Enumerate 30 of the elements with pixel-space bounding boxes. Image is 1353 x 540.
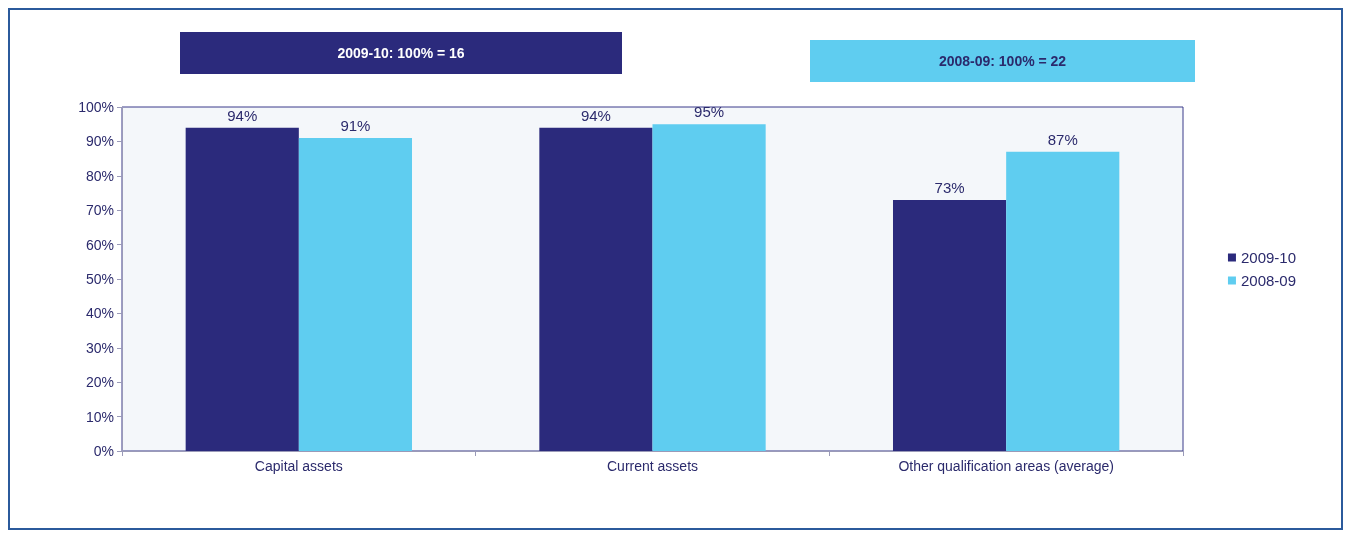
legend-label: 2008-09 — [1240, 272, 1297, 289]
data-label: 95% — [694, 103, 725, 121]
y-tick-label: 100% — [78, 99, 114, 115]
y-tick-label: 50% — [85, 271, 114, 287]
text: 2009-10: 100% = 16 — [337, 45, 465, 61]
data-label: 94% — [227, 106, 258, 124]
y-tick-label: 10% — [85, 408, 114, 425]
x-tick-label: Current assets — [606, 458, 699, 474]
bar — [298, 137, 413, 451]
bar — [1006, 151, 1120, 451]
y-tick-label: 40% — [85, 305, 114, 322]
text: 2008-09: 100% = 22 — [938, 53, 1067, 69]
data-label: 94% — [580, 106, 611, 124]
legend-label: 2009-10 — [1240, 249, 1297, 266]
y-tick-label: 70% — [85, 202, 114, 219]
y-tick-label: 80% — [85, 167, 114, 184]
x-tick-label: Capital assets — [254, 458, 343, 474]
x-tick-label: Other qualification areas (average) — [898, 458, 1114, 474]
data-label: 87% — [1047, 130, 1078, 148]
data-label: 73% — [934, 178, 965, 196]
y-tick-label: 60% — [85, 236, 114, 253]
bar — [892, 199, 1007, 451]
bar — [539, 127, 653, 451]
y-tick-label: 90% — [85, 133, 114, 150]
bar — [652, 124, 766, 451]
bar — [185, 127, 299, 451]
y-tick-label: 30% — [85, 339, 114, 356]
data-label: 91% — [340, 116, 371, 134]
y-tick-label: 0% — [93, 443, 114, 459]
y-tick-label: 20% — [85, 374, 114, 391]
